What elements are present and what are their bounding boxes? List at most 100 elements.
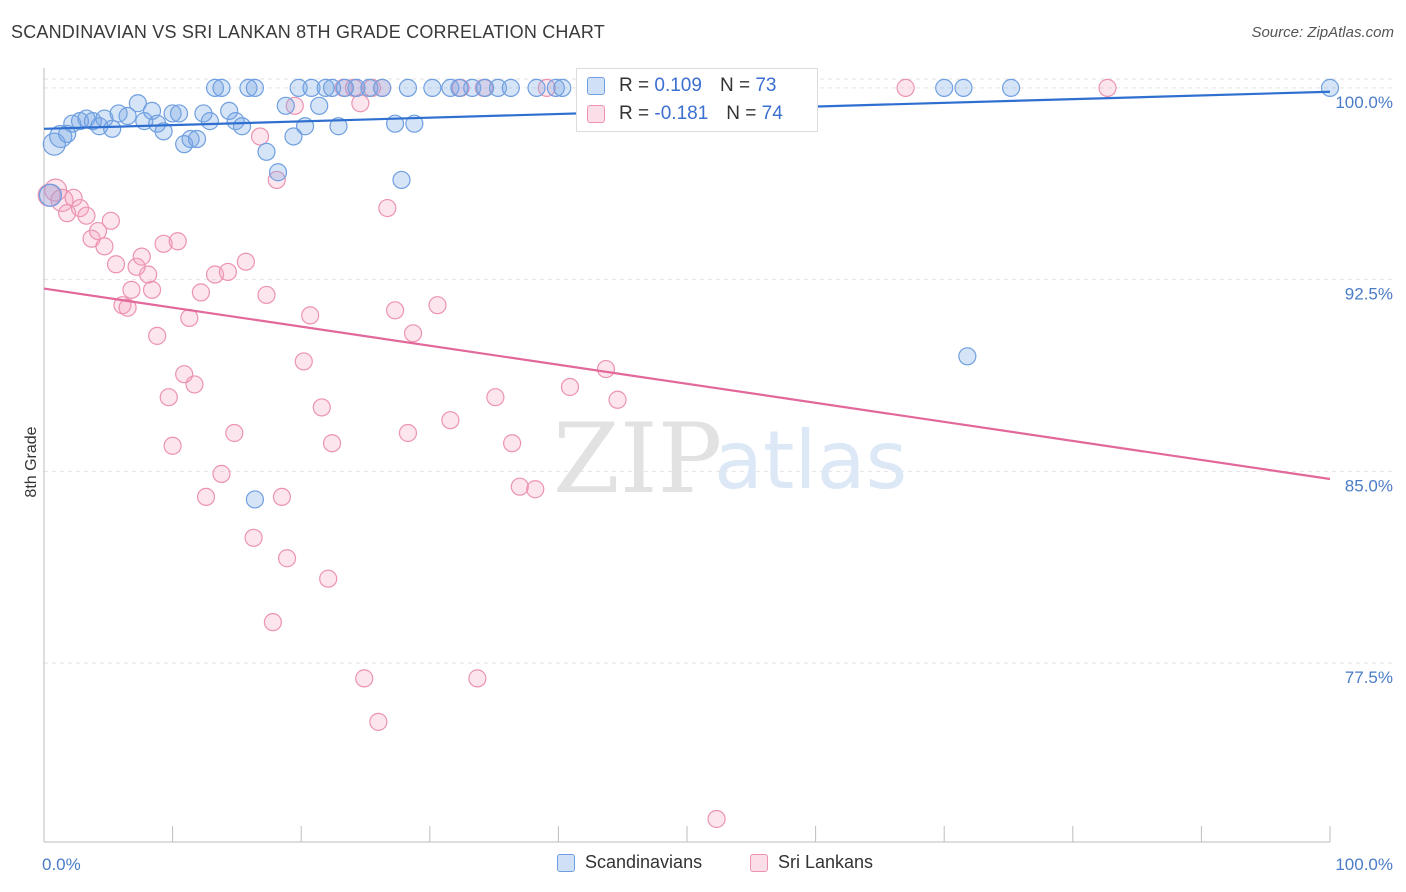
sri-lankan-point [191, 283, 210, 302]
sri-lankan-point [64, 188, 83, 207]
sri-lankan-point [50, 188, 74, 212]
scandinavian-point [316, 78, 335, 97]
series-sri-lankans [37, 78, 1117, 829]
r-label-blue: R = [619, 75, 650, 96]
scandinavian-point [463, 78, 482, 97]
scandinavian-point [200, 112, 219, 131]
chart-title: SCANDINAVIAN VS SRI LANKAN 8TH GRADE COR… [11, 22, 605, 42]
sri-lankan-point [212, 464, 231, 483]
n-value-blue: 73 [755, 75, 777, 96]
sri-lankan-point [163, 436, 182, 455]
sri-lankan-point [185, 375, 204, 394]
sri-lankan-point [277, 549, 297, 568]
sri-lankan-point [707, 809, 726, 829]
scandinavian-point [38, 183, 63, 207]
y-tick-label: 85.0% [1345, 476, 1393, 495]
scandinavian-point [546, 78, 565, 97]
scandinavian-point [488, 78, 508, 97]
scandinavian-point [128, 94, 147, 113]
scandinavian-point [302, 78, 321, 97]
sri-lankan-point [441, 411, 460, 430]
y-tick-labels: 100.0% 92.5% 85.0% 77.5% [1335, 93, 1393, 687]
y-tick-label: 77.5% [1345, 668, 1393, 687]
sri-lankan-point [159, 388, 178, 407]
scandinavian-point [475, 78, 495, 97]
scandinavian-point [1001, 78, 1021, 97]
scandinavian-point [322, 78, 342, 97]
x-tick-label: 100.0% [1335, 855, 1393, 874]
sri-lankan-point [526, 480, 545, 499]
sri-lankan-point [319, 569, 338, 588]
sri-lankan-point [468, 669, 487, 688]
sri-lankan-point [510, 477, 529, 496]
sri-lankan-point [428, 296, 447, 315]
sri-lankan-point [257, 285, 276, 305]
bottom-legend: Scandinavians Sri Lankans [0, 852, 1406, 878]
x-tick-labels: 0.0% 100.0% [42, 855, 1393, 874]
scandinavian-point [245, 78, 265, 97]
sri-lankan-point [106, 255, 126, 274]
legend-swatch-pink [750, 853, 768, 872]
x-tick-label: 0.0% [42, 855, 81, 874]
sri-lankan-point [95, 237, 114, 256]
sri-lankan-point [896, 78, 915, 97]
sri-lankan-point [88, 221, 108, 241]
scandinavian-point [212, 78, 231, 97]
scandinavian-point [169, 104, 189, 123]
sri-lankan-point [77, 206, 96, 225]
sri-lankan-point [132, 247, 151, 266]
scandinavian-point [347, 78, 366, 97]
scandinavian-point [163, 104, 182, 123]
pink-swatch [587, 105, 605, 123]
scandinavian-point [239, 78, 258, 97]
watermark-atlas: atlas [714, 414, 907, 507]
watermark: ZIP atlas [553, 403, 907, 515]
sri-lankan-point [272, 487, 292, 507]
sri-lankan-point [369, 712, 388, 731]
sri-lankan-point [322, 434, 342, 453]
scandinavian-point [232, 117, 252, 136]
sri-lankan-point [168, 232, 187, 251]
scandinavian-point [405, 114, 424, 133]
sri-lankan-point [560, 377, 580, 397]
scandinavian-point [58, 124, 77, 144]
grid-lines [44, 78, 1395, 664]
r-value-pink: -0.181 [654, 103, 709, 124]
sri-lankan-point [250, 127, 270, 146]
sri-lankan-point [218, 262, 237, 282]
y-tick-label: 92.5% [1345, 285, 1393, 304]
sri-lankan-point [378, 198, 397, 218]
blue-swatch [587, 77, 605, 95]
sri-lankan-point [263, 613, 283, 632]
legend-label-scandinavians: Scandinavians [585, 852, 703, 872]
scandinavian-point [103, 119, 122, 138]
sri-lankan-point [101, 211, 120, 230]
r-value-blue: 0.109 [654, 75, 702, 96]
scandinavian-point [423, 78, 442, 97]
y-axis-label: 8th Grade [23, 426, 40, 497]
scandinavian-point [245, 490, 265, 509]
scandinavian-point [284, 127, 303, 146]
scandinavian-point [360, 78, 379, 97]
scandinavian-point [398, 78, 418, 97]
scandinavian-point [268, 163, 288, 182]
sri-lankan-point [294, 352, 313, 371]
n-label-blue: N = [719, 75, 751, 96]
scandinavian-point [276, 96, 295, 115]
scandinavian-point [187, 129, 207, 149]
watermark-zip: ZIP [553, 403, 722, 515]
scandinavian-point [373, 78, 392, 97]
sri-lankan-point [1098, 78, 1117, 97]
stats-row-sri-lankans: R = -0.181 N = 74 [587, 101, 783, 127]
scandinavian-point [450, 78, 469, 97]
scandinavian-point [501, 78, 520, 97]
sri-lankan-point [355, 669, 374, 688]
stats-legend: R = 0.109 N = 73 R = -0.181 N = 74 [576, 68, 818, 132]
sri-lankan-point [301, 306, 320, 325]
scandinavian-point [205, 78, 225, 97]
scandinavian-point [154, 122, 173, 141]
scandinavian-point [257, 142, 276, 161]
sri-lankan-point [385, 301, 405, 320]
sri-lankan-point [122, 280, 141, 299]
